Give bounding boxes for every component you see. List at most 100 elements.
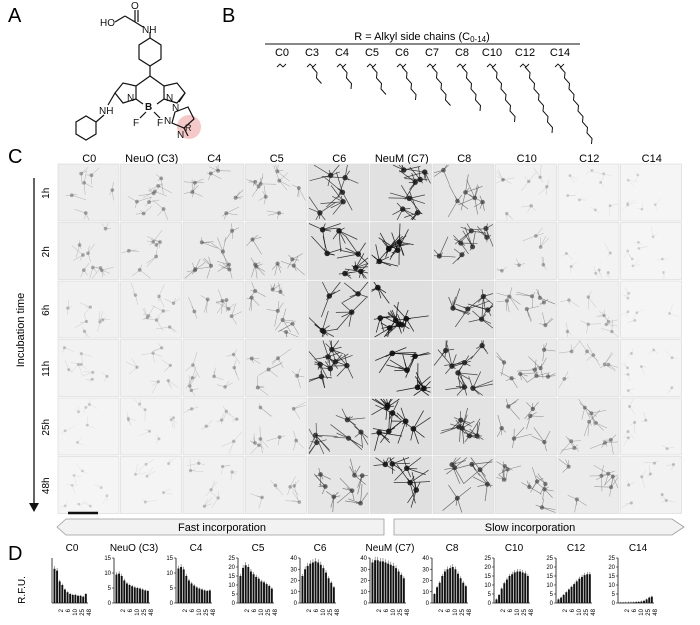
neuron-soma (479, 343, 484, 348)
chain-c14 (560, 67, 592, 144)
bar (398, 572, 400, 604)
neuron-soma (386, 246, 392, 252)
micrograph-tile (621, 457, 682, 514)
y-tick-label: 0 (232, 601, 236, 607)
x-tick-label: 10 (515, 608, 521, 615)
neuron-soma (331, 495, 336, 500)
neuron-soma (225, 298, 229, 302)
micrograph-tile (433, 398, 494, 455)
neuron-soma (479, 317, 484, 322)
panel-b-letter: B (222, 5, 235, 27)
column-header: NeuO (C3) (125, 153, 178, 165)
x-tick-label: 6 (570, 608, 576, 612)
y-tick-label: 0 (364, 601, 368, 607)
tile-background (371, 223, 432, 280)
neuron-soma (134, 293, 137, 296)
neuron-soma (404, 466, 410, 472)
neuron-soma (407, 196, 412, 201)
bar (586, 574, 588, 603)
chart-title: C0 (66, 543, 79, 554)
bar (460, 578, 462, 603)
micrograph-tile (496, 398, 557, 455)
neuron-soma (627, 389, 630, 392)
x-tick-label: 6 (190, 608, 196, 612)
neuron-soma (288, 485, 292, 489)
neuron-soma (151, 240, 155, 244)
bar (447, 569, 449, 603)
tile-background (496, 398, 557, 455)
tile-background (183, 398, 244, 455)
tile-background (621, 164, 682, 221)
chain-c5 (372, 67, 386, 95)
neuron-soma (609, 485, 613, 489)
bar (185, 576, 187, 603)
bar (134, 587, 136, 603)
neuron-soma (259, 182, 263, 186)
y-tick-label: 20 (608, 565, 615, 571)
neuron-soma (345, 417, 350, 422)
neuron-soma (400, 206, 405, 211)
neuron-soma (530, 204, 533, 207)
neuron-soma (216, 169, 220, 173)
bar (209, 590, 211, 603)
neuron-soma (627, 430, 630, 433)
neuron-soma (572, 446, 576, 450)
neuron-soma (100, 268, 104, 272)
bar (247, 567, 249, 603)
neuron-soma (530, 294, 534, 298)
x-tick-label: 25 (204, 608, 210, 615)
neuron-soma (101, 318, 104, 321)
micrograph-tile (58, 457, 119, 514)
bar (77, 596, 79, 603)
neuron-soma (63, 346, 66, 349)
neuron-soma (609, 438, 613, 442)
micrograph-tile (246, 281, 307, 338)
neuron-soma (665, 499, 668, 502)
neuron-soma (500, 269, 504, 273)
neuron-soma (138, 403, 141, 406)
x-tick-label: 2 (377, 608, 383, 612)
neuron-soma (267, 368, 271, 372)
chains-title: R = Alkyl side chains (C0-14) (354, 31, 490, 44)
neuron-soma (568, 174, 571, 177)
neuron-soma (323, 484, 328, 489)
neuron-soma (575, 497, 579, 501)
bar (527, 576, 529, 603)
bar (568, 590, 570, 604)
neuron-soma (209, 171, 213, 175)
neuron-soma (157, 295, 160, 298)
micrograph-tile (246, 223, 307, 280)
row-header: 11h (41, 361, 52, 377)
neuron-soma (346, 436, 351, 441)
neuron-soma (653, 462, 656, 465)
neuron-soma (253, 180, 257, 184)
neuron-soma (360, 473, 365, 478)
micrograph-tile (433, 164, 494, 221)
neuron-soma (172, 416, 175, 419)
bar (245, 565, 247, 603)
y-tick-label: 5 (108, 586, 112, 592)
time-axis-arrowhead (29, 503, 39, 512)
micrograph-tile (371, 164, 432, 221)
neuron-soma (609, 204, 612, 207)
tile-background (308, 398, 369, 455)
bar (522, 572, 524, 603)
micrograph-tile (433, 223, 494, 280)
y-tick-label: 0 (488, 601, 492, 607)
bar (465, 586, 467, 603)
tile-background (558, 340, 619, 397)
chain-label-c5: C5 (365, 47, 379, 59)
chain-wavy-bond-c12 (520, 64, 529, 67)
chain-wavy-bond-c5 (367, 64, 376, 67)
bar (333, 587, 335, 603)
neuron-soma (652, 235, 655, 238)
y-tick-label: 10 (360, 590, 367, 596)
x-tick-label: 48 (529, 608, 535, 615)
neuron-soma (254, 264, 258, 268)
y-tick-label: 30 (290, 567, 297, 573)
neuron-soma (585, 350, 589, 354)
neuron-soma (633, 421, 636, 424)
micrograph-tile (121, 164, 182, 221)
bar (516, 572, 518, 604)
